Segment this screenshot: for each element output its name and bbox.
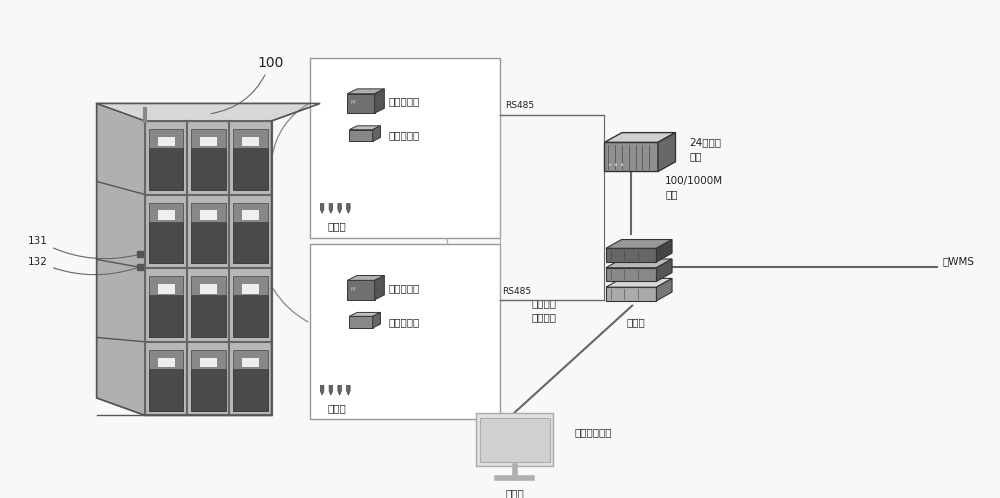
Polygon shape	[347, 204, 350, 213]
Text: 数据变送器: 数据变送器	[388, 283, 419, 293]
Polygon shape	[606, 278, 672, 287]
Text: 24口数据
网关: 24口数据 网关	[690, 137, 722, 161]
Polygon shape	[347, 275, 384, 280]
Bar	[200, 136, 217, 146]
Bar	[200, 358, 217, 367]
Polygon shape	[606, 259, 672, 268]
Text: 去WMS: 去WMS	[942, 256, 974, 266]
Polygon shape	[320, 385, 324, 395]
Bar	[149, 350, 183, 369]
Bar	[145, 121, 272, 415]
Bar	[191, 203, 226, 222]
Polygon shape	[347, 94, 375, 113]
Polygon shape	[329, 204, 333, 213]
Bar	[233, 350, 268, 369]
Polygon shape	[347, 89, 384, 94]
Text: 拣选监控系统: 拣选监控系统	[575, 427, 612, 437]
Bar	[233, 369, 268, 411]
Bar	[233, 129, 268, 148]
Bar	[149, 222, 183, 263]
Polygon shape	[604, 142, 658, 171]
Polygon shape	[373, 126, 380, 141]
Polygon shape	[349, 126, 380, 129]
Bar	[149, 148, 183, 190]
Bar	[158, 136, 175, 146]
Text: 100/1000M
网线: 100/1000M 网线	[665, 176, 723, 200]
Bar	[233, 203, 268, 222]
Text: 一体机: 一体机	[505, 488, 524, 498]
Bar	[191, 148, 226, 190]
Circle shape	[609, 163, 612, 166]
Circle shape	[615, 163, 618, 166]
Bar	[191, 369, 226, 411]
Bar	[191, 276, 226, 295]
Text: 称重传感器: 称重传感器	[388, 317, 419, 327]
Text: 开关量: 开关量	[328, 403, 347, 413]
Polygon shape	[375, 89, 384, 113]
Bar	[233, 222, 268, 263]
Polygon shape	[604, 132, 675, 142]
Bar	[191, 350, 226, 369]
Text: 交换机: 交换机	[627, 317, 645, 327]
Text: M: M	[350, 100, 355, 105]
Text: 数据变送器: 数据变送器	[388, 97, 419, 107]
Text: 每个拣货
料位一套: 每个拣货 料位一套	[531, 298, 556, 323]
Circle shape	[621, 163, 623, 166]
Bar	[242, 284, 259, 293]
Bar	[310, 58, 500, 238]
Polygon shape	[606, 240, 672, 249]
Bar	[310, 245, 500, 419]
Bar	[149, 129, 183, 148]
Bar	[242, 210, 259, 220]
Polygon shape	[373, 312, 380, 328]
Bar	[149, 369, 183, 411]
Polygon shape	[606, 287, 656, 301]
Bar	[149, 203, 183, 222]
Polygon shape	[320, 204, 324, 213]
Bar	[200, 284, 217, 293]
Text: RS485: RS485	[502, 286, 531, 296]
Polygon shape	[347, 385, 350, 395]
Text: M: M	[350, 287, 355, 292]
Text: 100: 100	[211, 56, 283, 114]
Bar	[191, 129, 226, 148]
Polygon shape	[349, 312, 380, 316]
Polygon shape	[347, 280, 375, 300]
Text: 131: 131	[28, 236, 138, 258]
Bar	[158, 358, 175, 367]
Bar	[242, 136, 259, 146]
Bar	[242, 358, 259, 367]
Polygon shape	[338, 385, 341, 395]
Polygon shape	[606, 268, 656, 281]
Polygon shape	[97, 104, 145, 415]
Bar	[158, 284, 175, 293]
Text: 称重传感器: 称重传感器	[388, 130, 419, 140]
Bar	[233, 148, 268, 190]
Bar	[149, 276, 183, 295]
Text: 132: 132	[28, 257, 138, 275]
Bar	[200, 210, 217, 220]
Polygon shape	[606, 249, 656, 262]
Bar	[191, 295, 226, 337]
Text: 开关量: 开关量	[328, 221, 347, 231]
Bar	[233, 295, 268, 337]
Polygon shape	[658, 132, 675, 171]
Bar	[480, 418, 550, 462]
Polygon shape	[375, 275, 384, 300]
Polygon shape	[349, 316, 373, 328]
Text: RS485: RS485	[505, 101, 534, 110]
Bar	[149, 295, 183, 337]
Bar	[233, 276, 268, 295]
Polygon shape	[97, 104, 320, 121]
Polygon shape	[656, 278, 672, 301]
Polygon shape	[349, 129, 373, 141]
Polygon shape	[656, 240, 672, 262]
Polygon shape	[338, 204, 341, 213]
Bar	[476, 412, 553, 466]
Polygon shape	[329, 385, 333, 395]
Polygon shape	[656, 259, 672, 281]
Bar	[158, 210, 175, 220]
Bar	[191, 222, 226, 263]
